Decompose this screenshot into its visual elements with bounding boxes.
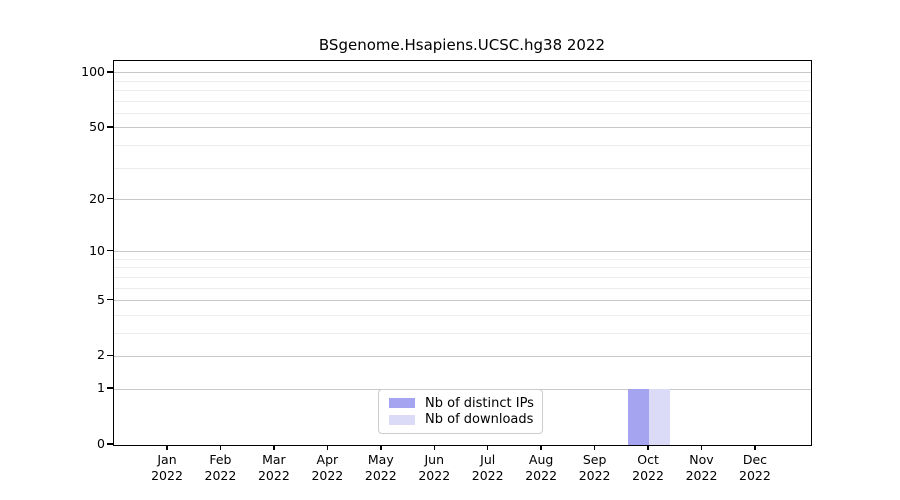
x-tick-mark bbox=[219, 445, 222, 450]
plot-area bbox=[113, 60, 812, 446]
y-tick-label: 100 bbox=[81, 63, 105, 79]
major-gridline bbox=[114, 355, 811, 357]
x-tick-label: Apr 2022 bbox=[285, 452, 369, 483]
y-tick-label: 5 bbox=[97, 291, 105, 307]
bar-distinct-ips bbox=[628, 389, 650, 445]
x-tick-mark bbox=[166, 445, 168, 450]
x-tick-label: Feb 2022 bbox=[178, 452, 262, 483]
x-tick-month: Jun bbox=[424, 452, 445, 467]
minor-gridline bbox=[114, 90, 811, 92]
major-gridline bbox=[114, 72, 811, 74]
minor-gridline bbox=[114, 167, 811, 169]
x-tick-month: Jul bbox=[480, 452, 496, 467]
legend-swatch-distinct-ips bbox=[389, 398, 415, 409]
x-tick-label: Jan 2022 bbox=[125, 452, 209, 483]
minor-gridline bbox=[114, 113, 811, 115]
x-tick-year: 2022 bbox=[578, 467, 611, 483]
major-gridline bbox=[114, 300, 811, 302]
minor-gridline bbox=[114, 258, 811, 260]
y-tick-label: 1 bbox=[97, 380, 105, 396]
x-tick-mark bbox=[380, 445, 382, 450]
x-tick-month: Feb bbox=[209, 452, 232, 467]
x-tick-year: 2022 bbox=[739, 467, 771, 483]
x-tick-mark bbox=[326, 445, 329, 450]
y-tick-mark bbox=[107, 71, 113, 73]
x-tick-mark bbox=[700, 445, 703, 450]
minor-gridline bbox=[114, 267, 811, 269]
x-tick-year: 2022 bbox=[204, 467, 237, 483]
x-tick-mark bbox=[593, 445, 596, 450]
x-tick-year: 2022 bbox=[257, 467, 290, 483]
legend-swatch-downloads bbox=[389, 414, 415, 425]
y-tick-label: 20 bbox=[89, 190, 105, 206]
y-tick-mark bbox=[107, 387, 113, 389]
x-tick-mark bbox=[273, 445, 275, 450]
x-tick-label: Sep 2022 bbox=[553, 452, 637, 483]
x-tick-mark bbox=[647, 445, 649, 450]
y-tick-mark bbox=[107, 443, 113, 445]
bar-downloads bbox=[649, 389, 671, 445]
x-tick-label: Jun 2022 bbox=[392, 452, 476, 483]
x-tick-mark bbox=[540, 445, 542, 450]
x-tick-month: Nov bbox=[689, 452, 714, 467]
x-tick-mark bbox=[433, 445, 435, 450]
minor-gridline bbox=[114, 276, 811, 278]
x-tick-year: 2022 bbox=[685, 467, 718, 483]
y-tick-mark bbox=[107, 354, 113, 357]
x-tick-label: Dec 2022 bbox=[713, 452, 797, 483]
minor-gridline bbox=[114, 80, 811, 82]
x-tick-label: Jul 2022 bbox=[446, 452, 530, 483]
x-tick-label: Mar 2022 bbox=[232, 452, 316, 483]
major-gridline bbox=[114, 199, 811, 200]
x-tick-month: Sep bbox=[582, 452, 607, 467]
y-tick-label: 50 bbox=[89, 118, 105, 134]
x-tick-month: Aug bbox=[528, 452, 554, 467]
y-tick-label: 0 bbox=[97, 436, 105, 451]
y-tick-mark bbox=[107, 249, 113, 252]
x-tick-label: Nov 2022 bbox=[660, 452, 744, 483]
y-tick-label: 10 bbox=[89, 242, 105, 258]
minor-gridline bbox=[114, 287, 811, 289]
chart-title: BSgenome.Hsapiens.UCSC.hg38 2022 bbox=[318, 36, 606, 54]
legend-entry-downloads: Nb of downloads bbox=[389, 412, 534, 428]
x-tick-mark bbox=[486, 445, 489, 450]
legend-entry-distinct-ips: Nb of distinct IPs bbox=[389, 395, 534, 411]
x-tick-month: Dec bbox=[742, 452, 768, 467]
x-tick-year: 2022 bbox=[418, 467, 451, 483]
x-tick-month: Oct bbox=[637, 452, 659, 467]
y-tick-mark bbox=[107, 126, 113, 128]
x-tick-mark bbox=[754, 445, 756, 450]
x-tick-month: Apr bbox=[316, 452, 339, 467]
y-tick-label: 2 bbox=[97, 347, 105, 363]
x-tick-label: Aug 2022 bbox=[499, 452, 583, 483]
x-tick-year: 2022 bbox=[525, 467, 558, 483]
minor-gridline bbox=[114, 145, 811, 147]
legend-label-distinct-ips: Nb of distinct IPs bbox=[425, 395, 534, 411]
x-tick-year: 2022 bbox=[471, 467, 504, 483]
x-tick-month: Jan bbox=[157, 452, 177, 467]
x-tick-year: 2022 bbox=[151, 467, 183, 483]
major-gridline bbox=[114, 127, 811, 129]
x-tick-year: 2022 bbox=[632, 467, 664, 483]
x-tick-month: May bbox=[367, 452, 394, 467]
x-tick-year: 2022 bbox=[311, 467, 344, 483]
legend: Nb of distinct IPs Nb of downloads bbox=[378, 389, 543, 434]
x-tick-month: Mar bbox=[262, 452, 286, 467]
minor-gridline bbox=[114, 100, 811, 102]
x-tick-year: 2022 bbox=[364, 467, 397, 483]
major-gridline bbox=[114, 251, 811, 253]
legend-label-downloads: Nb of downloads bbox=[425, 412, 534, 428]
x-tick-label: May 2022 bbox=[339, 452, 423, 483]
y-tick-mark bbox=[107, 197, 113, 200]
minor-gridline bbox=[114, 314, 811, 316]
minor-gridline bbox=[114, 332, 811, 334]
x-tick-label: Oct 2022 bbox=[606, 452, 690, 483]
y-tick-mark bbox=[107, 298, 113, 301]
